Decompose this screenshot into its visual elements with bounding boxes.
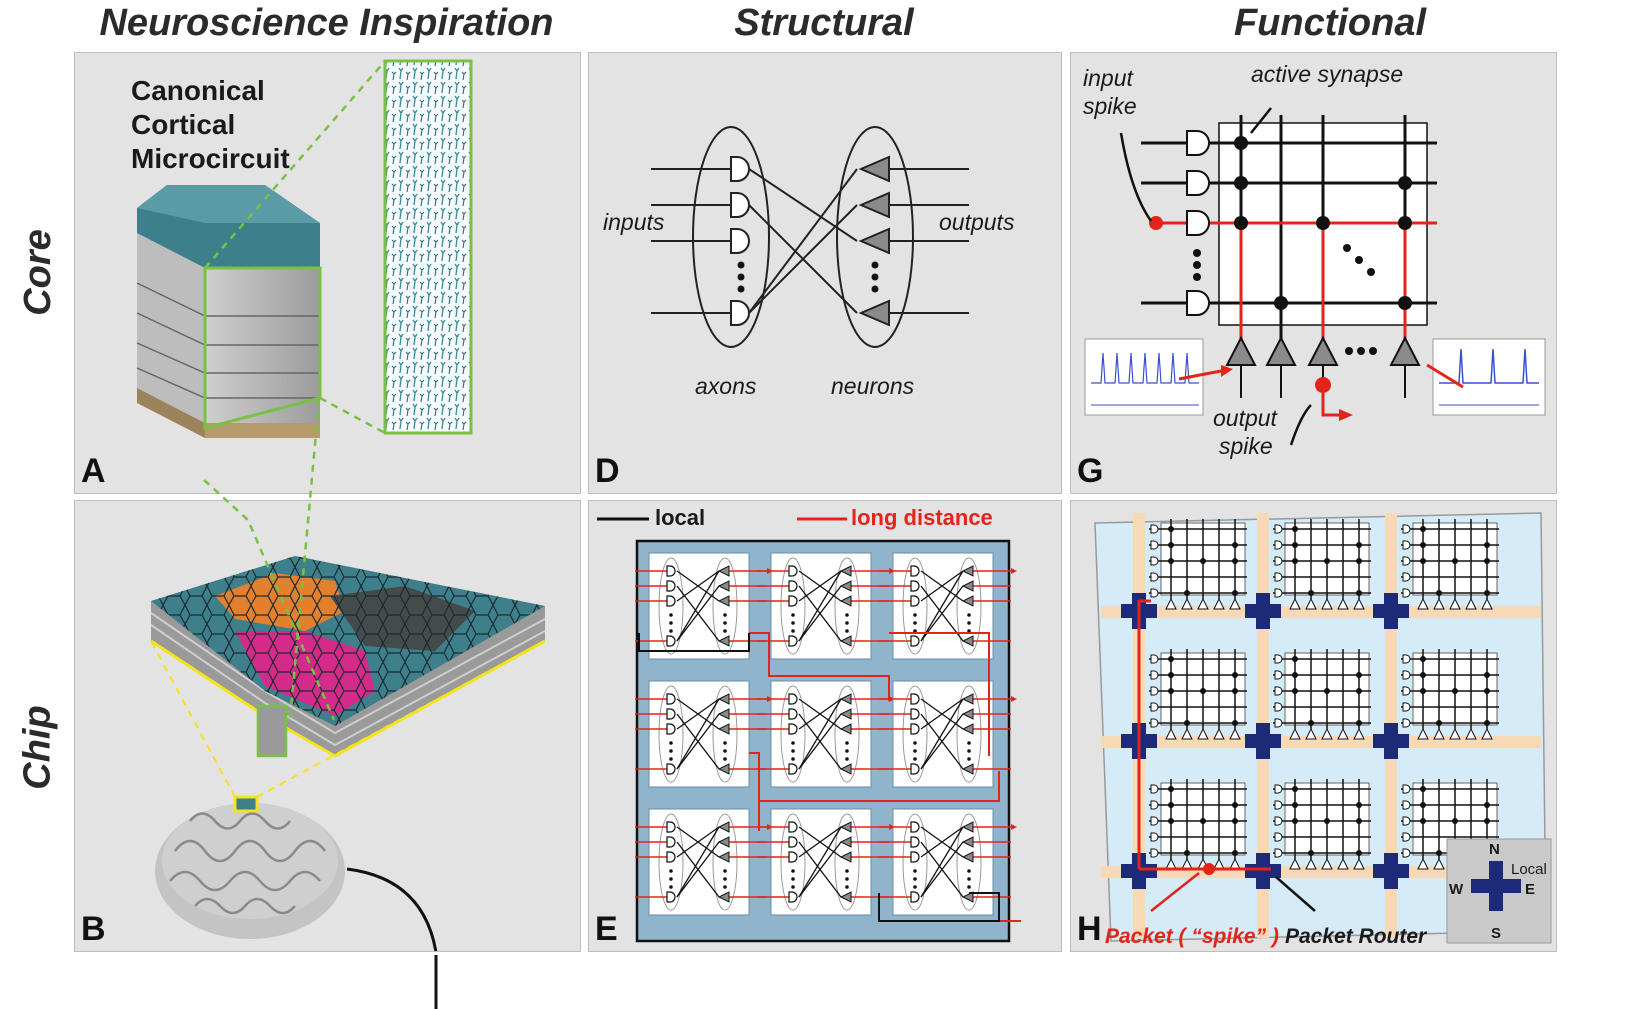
panel-label-h: H [1077,910,1102,948]
legend-long-distance: long distance [851,505,993,530]
mini-core [757,680,895,788]
axons-ellipse [692,126,770,348]
mesh-core [1149,649,1247,740]
packet-spike-label: Packet ( “spike” ) [1105,925,1279,948]
mini-core [757,552,895,660]
mesh-core [1273,779,1371,870]
mesh-core [1149,519,1247,610]
chip-structure-diagram [597,517,1021,943]
output-spike-label-1: output [1213,405,1277,431]
legend-local: local [655,505,706,530]
packet-router-icon [1245,853,1281,889]
axons-label: axons [695,373,757,399]
mini-core [635,680,773,788]
panel-label-a: A [81,452,106,490]
packet-router-icon [1245,593,1281,629]
panel-label-e: E [595,910,618,948]
input-spike-label-2: spike [1083,93,1137,119]
compass-local-label: Local [1511,861,1547,878]
column-title-functional: Functional [1233,2,1427,44]
panel-g-functional-core: input spike active synapse output spike … [1070,52,1557,494]
compass-e-label: E [1525,881,1536,898]
neuron-tissue-inset [383,59,473,435]
panel-a-title-line1: Canonical [131,75,265,106]
cortical-sheet-figure [150,556,546,951]
row-title-core-text: Core [16,228,59,316]
panel-h-functional-chip: N S E W Local Packet ( “spike” ) Packet … [1070,500,1557,952]
mesh-core [1401,649,1499,740]
packet-router-icon [1373,593,1409,629]
chip-network-diagram [1094,512,1552,944]
outputs-label: outputs [939,209,1015,235]
panel-label-g: G [1077,452,1104,490]
mini-core [635,552,773,660]
row-title-chip: Chip [8,500,68,995]
compass-n-label: N [1489,841,1500,858]
mesh-core [1149,779,1247,870]
active-synapse-label: active synapse [1251,61,1404,87]
mesh-core [1273,649,1371,740]
mini-core [879,680,1017,788]
crossbar-function-diagram [1084,107,1546,446]
row-title-core: Core [8,52,68,492]
cortical-column-3d [136,185,322,438]
panel-d-structural-core: inputs outputs axons neurons D [588,52,1062,494]
output-trace-plot [1432,338,1546,416]
mini-core [879,808,1017,916]
compass-s-label: S [1491,925,1502,942]
packet-router-icon [1121,853,1157,889]
column-title-neuroscience: Neuroscience Inspiration [99,2,554,44]
cortical-column-figure [136,59,473,438]
mini-core [757,808,895,916]
panel-a-title-line2: Cortical [131,109,236,140]
brain-figure [155,795,345,939]
cortical-sheet-3d [150,556,546,758]
panel-label-b: B [81,910,106,948]
compass-icon [1446,838,1552,944]
panel-a-cortical-microcircuit: Canonical Cortical Microcircuit A [74,52,581,494]
neurons-ellipse [836,126,914,348]
panel-e-structural-chip: local long distance E [588,500,1062,952]
mini-core [879,552,1017,660]
core-structure-diagram [651,126,969,348]
panel-b-cortex-chip: B [74,500,581,952]
row-title-chip-text: Chip [16,705,59,790]
inputs-label: inputs [603,209,665,235]
input-spike-label-1: input [1083,65,1133,91]
panel-label-d: D [595,452,620,490]
neurons-label: neurons [831,373,915,399]
packet-router-icon [1373,853,1409,889]
output-spike-label-2: spike [1219,433,1273,459]
panel-a-title-line3: Microcircuit [131,143,290,174]
mini-core [635,808,773,916]
column-title-structural: Structural [734,2,914,44]
mesh-core [1401,519,1499,610]
packet-router-icon [1245,723,1281,759]
compass-w-label: W [1449,881,1464,898]
mesh-core [1273,519,1371,610]
packet-router-label: Packet Router [1285,925,1427,948]
packet-router-icon [1373,723,1409,759]
